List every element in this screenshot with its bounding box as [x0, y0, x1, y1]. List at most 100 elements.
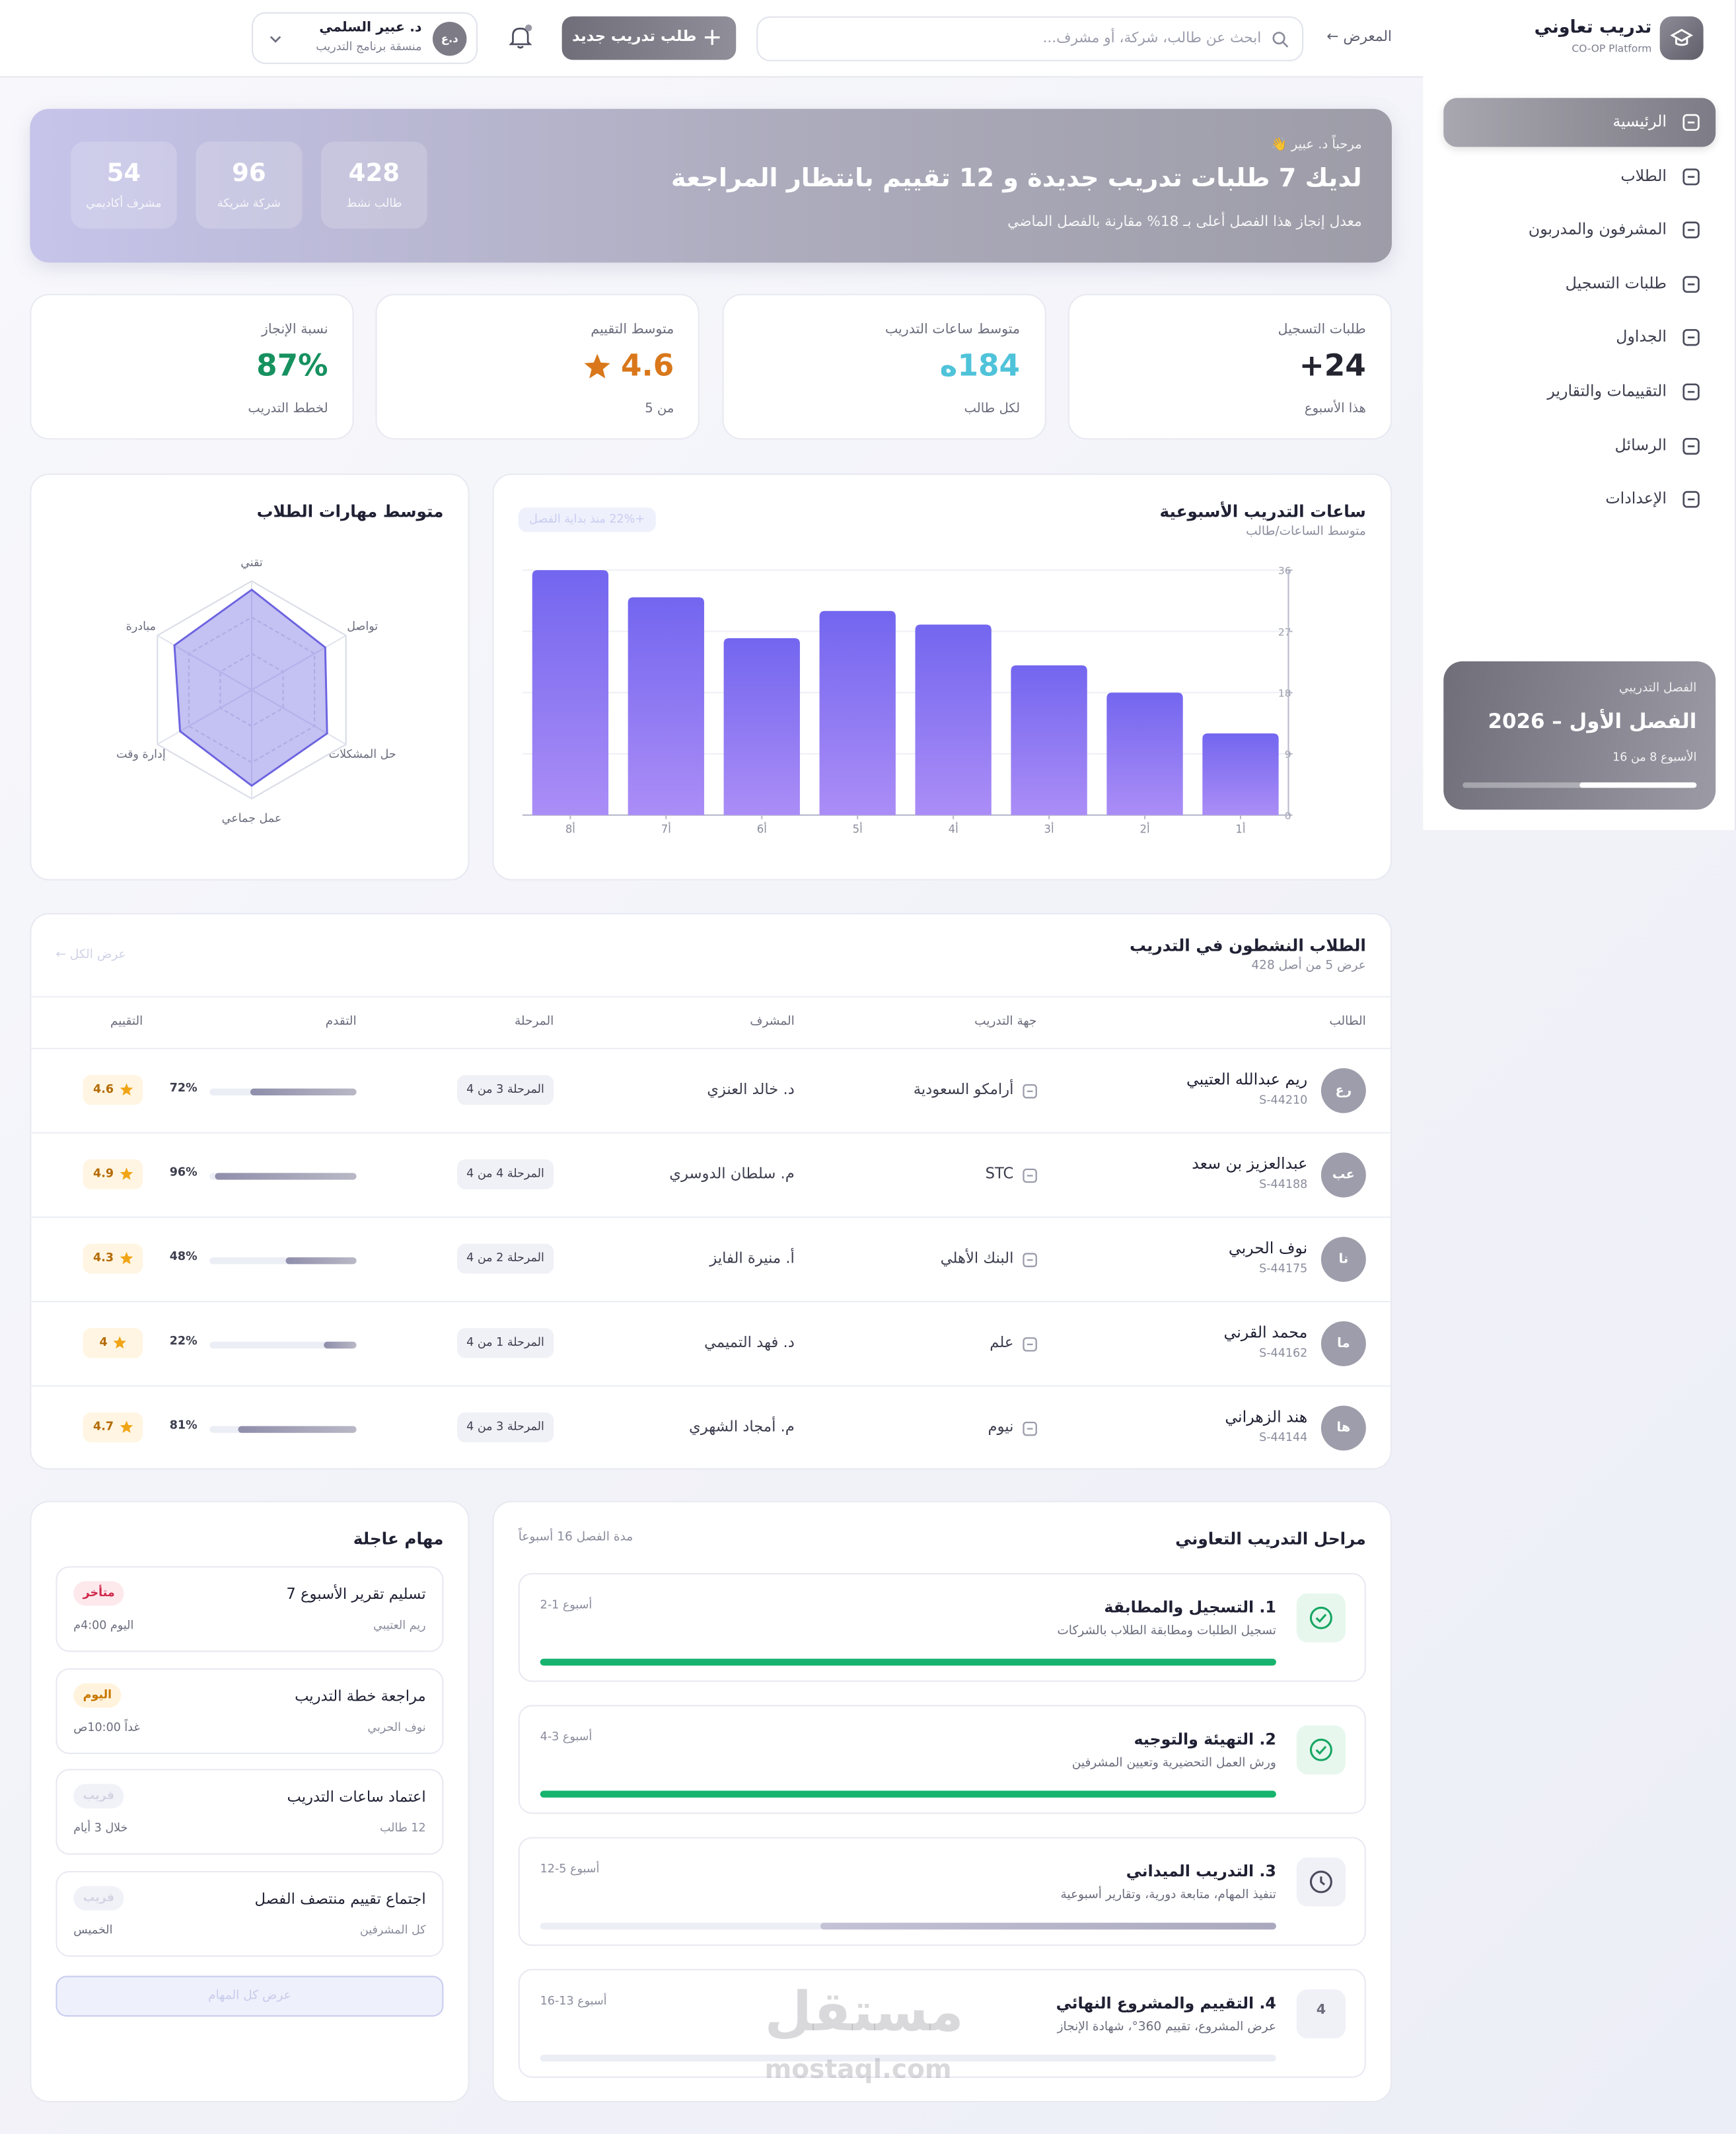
stage-box: 4 4. التقييم والمشروع النهائي عرض المشروع،…	[518, 1969, 1366, 2079]
task-item[interactable]: اجتماع تقييم منتصف الفصل كل المشرفين قريب ا…	[55, 1870, 444, 1957]
nav-item[interactable]: الجداول	[1443, 314, 1716, 363]
nav-label: الرسائل	[1614, 435, 1667, 455]
task-who: ريم العتيبي	[373, 1619, 426, 1633]
column-header: الطالب	[1329, 1015, 1366, 1029]
student-id: S-44175	[1259, 1263, 1308, 1276]
kpi-sub: هذا الأسبوع	[1304, 401, 1366, 417]
icon	[1682, 383, 1700, 400]
task-badge: قريب	[73, 1784, 124, 1809]
hero-stat-label: شركة شريكة	[217, 197, 281, 211]
hero-stat: 96 شركة شريكة	[196, 141, 303, 229]
star-icon	[585, 353, 611, 378]
table-row[interactable]: نا نوف الحربي S-44175 البنك الأهلي أ. منيرة …	[31, 1218, 1391, 1303]
icon	[1682, 491, 1700, 508]
star-shape	[585, 353, 611, 378]
task-due: اليوم 4:00م	[73, 1619, 134, 1633]
stage-track	[540, 1790, 1276, 1798]
task-badge: متأخر	[73, 1581, 125, 1606]
nav-item[interactable]: التقييمات والتقارير	[1443, 367, 1716, 416]
watermark: مستقل	[764, 1981, 964, 2044]
icon-shape	[1023, 1084, 1037, 1099]
brand-name: تدريب تعاوني	[1534, 17, 1652, 38]
search-box[interactable]: ابحث عن طالب، شركة، أو مشرف...	[756, 16, 1304, 61]
hero-stat: 54 مشرف أكاديمي	[71, 141, 177, 229]
kpi-label: طلبات التسجيل	[1278, 322, 1366, 338]
task-who: كل المشرفين	[359, 1923, 426, 1938]
radar-axis-label: تقني	[240, 556, 263, 570]
icon-shape	[1320, 1876, 1325, 1886]
student-id: S-44188	[1259, 1178, 1308, 1193]
progress-track	[209, 1257, 357, 1265]
progress-fill	[237, 1426, 357, 1433]
nav-item[interactable]: المشرفون والمدربون	[1443, 205, 1716, 254]
stage-fill	[540, 1658, 1276, 1666]
nav-label: الطلاب	[1620, 165, 1667, 185]
radar-axis-label: حل المشكلات	[329, 748, 396, 761]
icon	[1023, 1084, 1037, 1099]
rating-pill: 4.6	[83, 1075, 143, 1105]
kpi-value-row: 184ه	[940, 350, 1020, 383]
company: STC	[985, 1165, 1014, 1183]
student-name: محمد القرني	[1223, 1322, 1308, 1342]
y-tick-label: 27	[1278, 626, 1291, 638]
kpi-sub: من 5	[645, 401, 674, 417]
table-row[interactable]: ها هند الزهراني S-44144 نيوم م. أمجاد الشهري…	[31, 1387, 1391, 1471]
icon	[1682, 276, 1700, 293]
icon-shape	[704, 30, 720, 45]
semester-card: الفصل التدريبي الفصل الأول – 2026 الأسبوع …	[1443, 661, 1716, 810]
stage-pill: المرحلة 1 من 4	[456, 1328, 554, 1358]
column-header: التقييم	[110, 1015, 143, 1029]
stage-title: 2. التهيئة والتوجيه	[1134, 1729, 1276, 1749]
y-tick-label: 36	[1278, 565, 1291, 577]
stage-icon	[1296, 1593, 1346, 1642]
stage-title: 4. التقييم والمشروع النهائي	[1056, 1993, 1276, 2013]
task-badge: قريب	[73, 1886, 124, 1911]
progress-track	[209, 1173, 357, 1180]
nav-item[interactable]: طلبات التسجيل	[1443, 260, 1716, 309]
chart-subtitle: متوسط الساعات/طالب	[1246, 525, 1366, 539]
task-item[interactable]: مراجعة خطة التدريب نوف الحربي اليوم غداً 10…	[55, 1668, 444, 1753]
view-all-link[interactable]: عرض الكل ←	[55, 948, 126, 963]
bar	[628, 597, 704, 815]
task-item[interactable]: اعتماد ساعات التدريب 12 طالب قريب خلال 3 أي…	[55, 1769, 444, 1855]
hero-banner: مرحباً د. عبير 👋 لديك 7 طلبات تدريب جديدة…	[30, 108, 1392, 263]
breadcrumb[interactable]: المعرض ←	[1326, 28, 1392, 45]
table-row[interactable]: ما محمد القرني S-44162 علم د. فهد التميمي الم…	[31, 1302, 1391, 1387]
icon	[1272, 32, 1289, 48]
stage-icon	[1296, 1857, 1346, 1907]
new-button[interactable]: طلب تدريب جديد	[561, 16, 737, 60]
icon	[1023, 1337, 1037, 1352]
hero-headline: لديك 7 طلبات تدريب جديدة و 12 تقييم بانت…	[670, 165, 1362, 194]
icon-shape	[1670, 28, 1693, 46]
user-box[interactable]: د.ع د. عبير السلمي منسقة برنامج التدريب	[252, 12, 478, 64]
stage-weeks: أسبوع 13-16	[540, 1995, 607, 2008]
stage-pill: المرحلة 3 من 4	[456, 1075, 554, 1105]
nav-item[interactable]: الطلاب	[1443, 152, 1716, 201]
rating-value: 4.6	[93, 1083, 114, 1097]
progress-fill	[250, 1088, 357, 1095]
nav-item[interactable]: الرسائل	[1443, 422, 1716, 470]
icon	[1309, 1738, 1332, 1761]
bar	[1106, 692, 1183, 815]
nav-item[interactable]: الرئيسية	[1443, 98, 1716, 147]
student-avatar: رع	[1320, 1068, 1366, 1113]
progress-fill	[1579, 782, 1697, 788]
table-row[interactable]: عب عبدالعزيز بن سعد S-44188 STC م. سلطان الد…	[31, 1134, 1391, 1218]
table-row[interactable]: رع ريم عبدالله العتيبي S-44210 أرامكو السعو…	[31, 1049, 1391, 1134]
icon	[270, 36, 281, 43]
star-icon	[119, 1167, 133, 1180]
view-all-tasks[interactable]: عرض كل المهام	[55, 1975, 444, 2017]
task-item[interactable]: تسليم تقرير الأسبوع 7 ريم العتيبي متأخر الي…	[55, 1566, 444, 1652]
tasks-card: مهام عاجلة تسليم تقرير الأسبوع 7 ريم العتي…	[30, 1500, 470, 2103]
supervisor: م. سلطان الدوسري	[669, 1165, 795, 1183]
supervisor: د. فهد التميمي	[704, 1333, 795, 1352]
x-tick-label: أ3	[1044, 821, 1054, 835]
company: علم	[990, 1333, 1014, 1352]
stage-title: 1. التسجيل والمطابقة	[1104, 1597, 1276, 1617]
x-tick-label: أ7	[661, 821, 671, 835]
task-badge: اليوم	[73, 1682, 122, 1707]
stage-track	[540, 1923, 1276, 1930]
star-shape	[119, 1251, 133, 1265]
sidebar: تدريب تعاوني CO-OP Platform الرئيسية الطلاب…	[1423, 0, 1736, 830]
nav-item[interactable]: الإعدادات	[1443, 475, 1716, 524]
